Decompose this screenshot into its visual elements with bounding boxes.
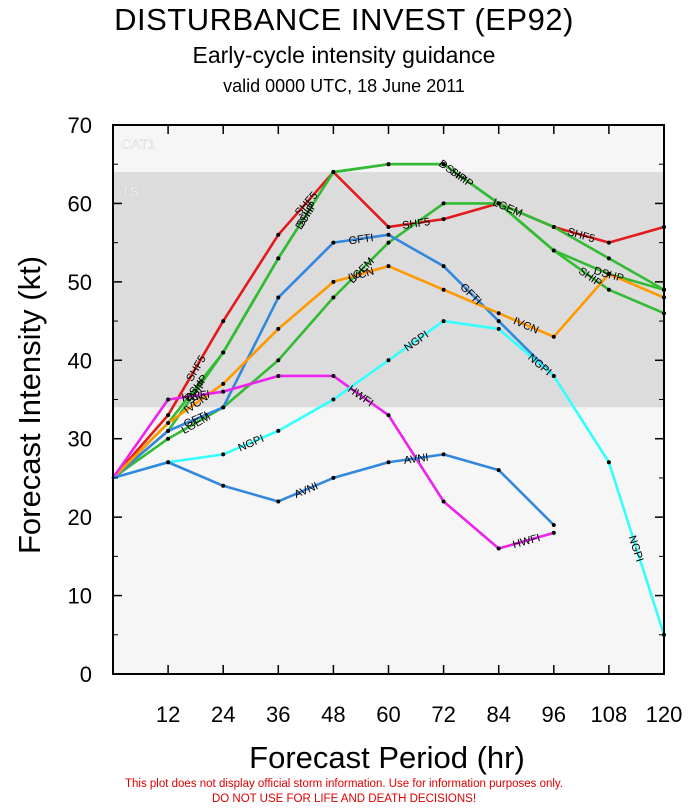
data-point [331,170,336,175]
chart-subtitle: Early-cycle intensity guidance [192,42,496,68]
data-point [606,287,611,292]
x-tick-label: 36 [266,702,290,727]
data-point [551,334,556,339]
series-label-shf5: SHF5 [401,216,431,232]
y-tick-label: 20 [68,505,92,530]
band [113,172,664,408]
data-point [221,350,226,355]
model-series [111,162,666,637]
band [113,407,664,674]
data-point [386,264,391,269]
data-point [551,522,556,527]
data-point [386,224,391,229]
data-point [331,397,336,402]
data-point [276,256,281,261]
x-tick-label: 108 [591,702,628,727]
data-point [331,240,336,245]
band-label: CAT1 [121,136,156,152]
data-point [331,295,336,300]
data-point [441,201,446,206]
intensity-bands: CAT1 TS [113,125,664,674]
axes: 12 24 36 48 60 72 84 96 108 120 0 10 20 30 40 50 60 70 [68,113,683,727]
data-point [221,452,226,457]
data-point [606,256,611,261]
disclaimer-line1: This plot does not display official stor… [124,778,564,790]
data-point [166,421,171,426]
data-point [551,530,556,535]
data-point [276,373,281,378]
x-tick-label: 84 [486,702,510,727]
y-tick-label: 10 [68,584,92,609]
data-point [441,319,446,324]
series-label-hwfi: HWFI [181,389,211,405]
data-point [441,499,446,504]
data-point [441,287,446,292]
data-point [441,162,446,167]
data-point [276,428,281,433]
disclaimer-line2: DO NOT USE FOR LIFE AND DEATH DECISIONS! [211,793,477,805]
data-point [276,326,281,331]
data-point [221,381,226,386]
data-point [496,311,501,316]
y-tick-label: 60 [68,191,92,216]
data-point [166,397,171,402]
data-point [331,279,336,284]
data-point [496,468,501,473]
data-point [276,358,281,363]
data-point [331,475,336,480]
data-point [441,217,446,222]
y-tick-label: 40 [68,348,92,373]
data-point [606,272,611,277]
data-point [331,373,336,378]
data-point [551,224,556,229]
y-tick-label: 70 [68,113,92,138]
data-point [386,240,391,245]
data-point [496,319,501,324]
data-point [221,389,226,394]
data-point [166,460,171,465]
data-point [606,460,611,465]
x-tick-label: 24 [211,702,235,727]
data-point [386,358,391,363]
data-point [221,405,226,410]
data-point [276,232,281,237]
x-tick-label: 96 [542,702,566,727]
y-tick-label: 50 [68,270,92,295]
x-tick-label: 12 [156,702,180,727]
y-tick-label: 30 [68,427,92,452]
data-point [221,483,226,488]
data-point [606,240,611,245]
data-point [166,436,171,441]
data-point [441,264,446,269]
data-point [496,201,501,206]
data-point [386,162,391,167]
series-label-gfti: GFTI [348,232,375,247]
data-point [551,248,556,253]
data-point [276,499,281,504]
data-point [276,295,281,300]
data-point [386,413,391,418]
data-point [441,452,446,457]
x-tick-label: 72 [431,702,455,727]
x-tick-label: 60 [376,702,400,727]
valid-time: valid 0000 UTC, 18 June 2011 [223,76,465,96]
data-point [221,319,226,324]
y-tick-label: 0 [80,662,92,687]
data-point [496,546,501,551]
data-point [551,373,556,378]
x-tick-label: 48 [321,702,345,727]
series-label-avni: AVNI [403,452,429,467]
x-axis-label: Forecast Period (hr) [249,740,525,775]
y-axis-label: Forecast Intensity (kt) [12,256,47,554]
data-point [386,460,391,465]
x-tick-label: 120 [646,702,683,727]
data-point [496,326,501,331]
data-point [166,413,171,418]
chart-title: DISTURBANCE INVEST (EP92) [114,2,574,37]
data-point [386,232,391,237]
data-point [166,428,171,433]
band-label: TS [121,183,139,199]
